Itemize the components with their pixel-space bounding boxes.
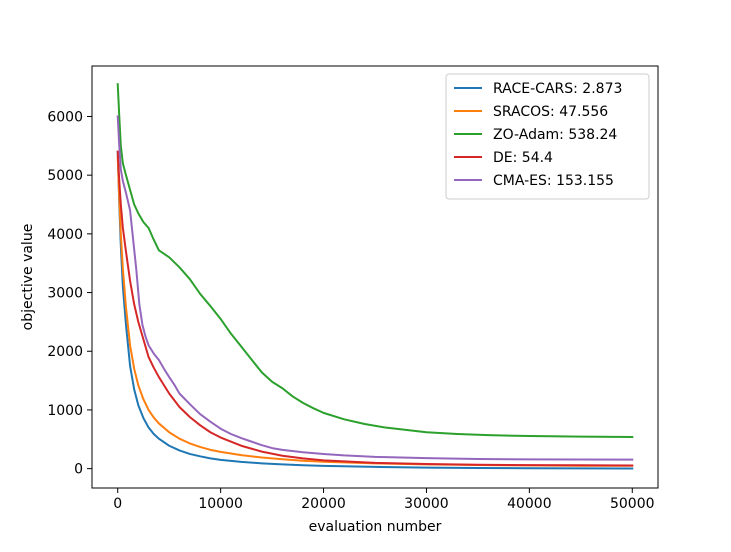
series-line-4 — [116, 115, 634, 461]
legend-label-4: CMA-ES: 153.155 — [493, 173, 614, 189]
x-tick-label-3: 30000 — [404, 496, 449, 512]
legend-label-1: SRACOS: 47.556 — [493, 104, 608, 120]
y-tick-label-0: 0 — [74, 462, 83, 478]
y-tick-label-3: 3000 — [47, 286, 83, 302]
legend-label-3: DE: 54.4 — [493, 150, 553, 166]
y-tick-label-5: 5000 — [47, 168, 83, 184]
x-tick-label-4: 40000 — [507, 496, 552, 512]
series-line-0 — [116, 150, 634, 470]
series-lines — [116, 83, 634, 470]
legend-label-2: ZO-Adam: 538.24 — [493, 127, 617, 143]
series-line-1 — [116, 156, 634, 467]
x-tick-label-0: 0 — [113, 496, 122, 512]
y-tick-label-1: 1000 — [47, 403, 83, 419]
x-tick-label-1: 10000 — [198, 496, 243, 512]
legend-box — [445, 73, 650, 200]
series-line-2 — [116, 83, 634, 439]
plot-frame — [91, 65, 659, 489]
y-tick-label-4: 4000 — [47, 227, 83, 243]
x-axis-label: evaluation number — [309, 519, 442, 535]
legend: RACE-CARS: 2.873 SRACOS: 47.556 ZO-Adam: 5… — [445, 73, 650, 200]
y-tick-label-6: 6000 — [47, 109, 83, 125]
series-line-3 — [116, 150, 634, 467]
x-tick-label-2: 20000 — [301, 496, 346, 512]
x-tick-label-5: 50000 — [610, 496, 655, 512]
y-axis-label: objective value — [20, 224, 36, 331]
legend-label-0: RACE-CARS: 2.873 — [493, 81, 622, 97]
x-axis-ticks: 0 10000 20000 30000 40000 50000 — [113, 488, 655, 512]
y-axis-ticks: 0 1000 2000 3000 4000 5000 6000 — [47, 109, 92, 478]
y-tick-label-2: 2000 — [47, 344, 83, 360]
